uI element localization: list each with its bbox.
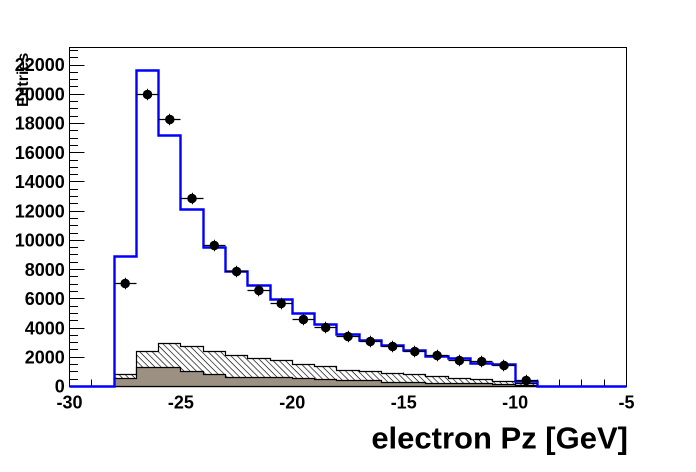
svg-text:electron Pz [GeV]: electron Pz [GeV]: [371, 421, 628, 456]
svg-text:16000: 16000: [15, 143, 65, 163]
svg-text:-20: -20: [279, 393, 305, 413]
svg-text:-15: -15: [391, 393, 417, 413]
svg-text:14000: 14000: [15, 172, 65, 192]
svg-text:20000: 20000: [15, 85, 65, 105]
svg-text:12000: 12000: [15, 201, 65, 221]
svg-text:6000: 6000: [25, 289, 65, 309]
svg-text:Entries: Entries: [15, 53, 32, 107]
svg-text:-10: -10: [502, 393, 528, 413]
svg-text:8000: 8000: [25, 260, 65, 280]
svg-text:0: 0: [55, 377, 65, 397]
svg-text:2000: 2000: [25, 348, 65, 368]
svg-text:10000: 10000: [15, 231, 65, 251]
svg-text:22000: 22000: [15, 55, 65, 75]
svg-text:-25: -25: [168, 393, 194, 413]
svg-text:4000: 4000: [25, 318, 65, 338]
svg-text:-5: -5: [618, 393, 634, 413]
svg-text:-30: -30: [56, 393, 82, 413]
svg-text:18000: 18000: [15, 114, 65, 134]
